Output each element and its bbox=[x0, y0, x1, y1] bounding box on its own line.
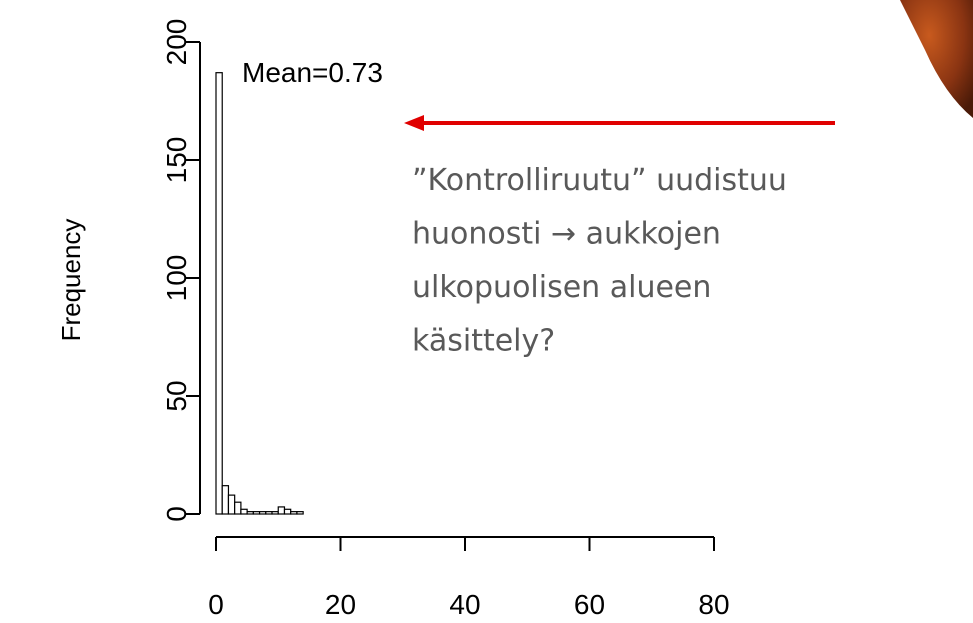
bar bbox=[277, 506, 286, 515]
bar bbox=[271, 511, 279, 515]
x-tick-label: 60 bbox=[574, 589, 605, 620]
y-axis-label: Frequency bbox=[56, 219, 86, 342]
bar bbox=[234, 501, 242, 515]
y-tick-label: 50 bbox=[161, 380, 192, 411]
bar bbox=[265, 511, 273, 515]
leaf-image bbox=[900, 0, 973, 118]
callout-text: huonosti → aukkojen bbox=[412, 217, 721, 252]
y-tick-label: 100 bbox=[161, 255, 192, 302]
callout: ”Kontrolliruutu” uudistuu huonosti → aukk… bbox=[404, 115, 835, 359]
y-tick-label: 0 bbox=[161, 506, 192, 522]
annotation: Mean=0.73 bbox=[242, 57, 383, 88]
y-tick-label: 200 bbox=[161, 19, 192, 66]
x-tick-label: 20 bbox=[325, 589, 356, 620]
x-tick-label: 80 bbox=[698, 589, 729, 620]
y-tick-label: 150 bbox=[161, 137, 192, 184]
bar bbox=[258, 511, 267, 515]
bar bbox=[227, 494, 236, 515]
callout-text: ”Kontrolliruutu” uudistuu bbox=[412, 163, 787, 198]
x-tick-label: 0 bbox=[208, 589, 224, 620]
bar bbox=[246, 511, 254, 515]
bar bbox=[252, 511, 261, 515]
bar bbox=[215, 72, 223, 515]
bar bbox=[296, 511, 304, 515]
arrow-head bbox=[404, 115, 424, 131]
bar bbox=[240, 508, 248, 515]
x-tick-label: 40 bbox=[449, 589, 480, 620]
bar bbox=[283, 508, 292, 515]
bar bbox=[221, 485, 230, 515]
callout-text: käsittely? bbox=[412, 324, 555, 359]
bar bbox=[290, 511, 298, 515]
callout-text: ulkopuolisen alueen bbox=[412, 270, 711, 305]
